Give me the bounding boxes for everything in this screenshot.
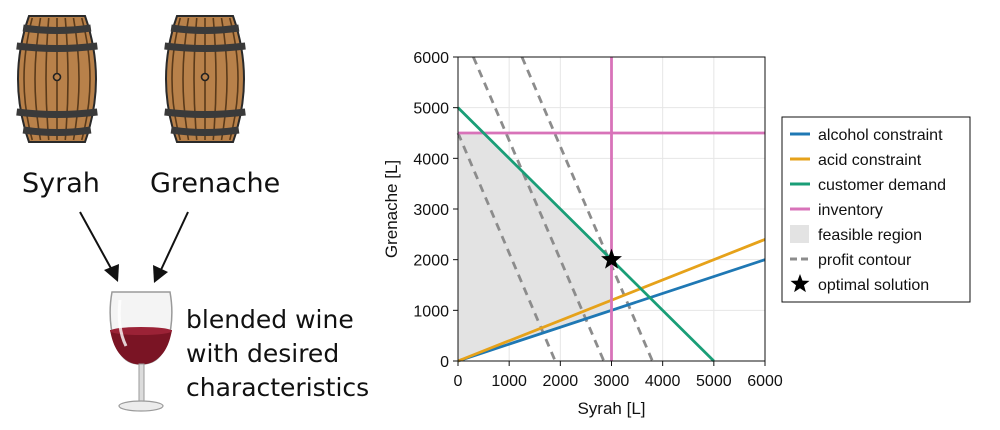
x-axis-label: Syrah [L] — [577, 399, 645, 418]
blending-chart: 0 1000 2000 3000 4000 5000 6000 0 1000 2000 3000 4… — [382, 50, 971, 418]
legend-entry: optimal solution — [790, 274, 929, 294]
legend-label: feasible region — [818, 227, 922, 244]
y-tick-label: 2000 — [413, 253, 449, 270]
wine-glass-icon — [109, 291, 173, 412]
legend-label: customer demand — [818, 177, 946, 194]
optimal-solution-marker — [601, 248, 622, 269]
legend-entry: customer demand — [790, 177, 946, 194]
constraint-lines — [457, 57, 766, 363]
arrow-left-icon — [79, 211, 119, 282]
legend-box — [781, 116, 971, 303]
legend-label: optimal solution — [818, 277, 929, 294]
y-tick-label: 1000 — [413, 303, 449, 320]
x-tick-label: 1000 — [491, 373, 527, 390]
y-axis-label: Grenache [L] — [382, 160, 401, 258]
y-tick-label: 4000 — [413, 151, 449, 168]
arrow-right-icon — [153, 211, 189, 283]
grenache-barrel-icon — [164, 15, 246, 143]
syrah-barrel-icon — [16, 15, 98, 143]
customer-demand-line — [457, 106, 715, 362]
y-axis-ticks: 0 1000 2000 3000 4000 5000 6000 — [413, 50, 458, 371]
legend-label: alcohol constraint — [818, 127, 943, 144]
syrah-label: Syrah — [22, 168, 100, 199]
y-tick-label: 0 — [440, 354, 449, 371]
x-tick-label: 0 — [454, 373, 463, 390]
legend-label: profit contour — [818, 252, 912, 269]
legend-label: inventory — [818, 202, 883, 219]
legend-swatch — [790, 274, 810, 293]
blended-wine-caption: blended wine with desired characteristic… — [186, 303, 369, 405]
legend-label: acid constraint — [818, 152, 922, 169]
blended-wine-caption-line-1: blended wine — [186, 305, 354, 334]
x-tick-label: 2000 — [543, 373, 579, 390]
x-tick-label: 5000 — [696, 373, 732, 390]
legend-entry: feasible region — [790, 225, 922, 244]
x-axis-ticks: 0 1000 2000 3000 4000 5000 6000 — [454, 361, 783, 390]
y-tick-label: 5000 — [413, 101, 449, 118]
optimal-solution-star — [601, 248, 622, 269]
legend-entry: profit contour — [790, 252, 912, 269]
legend-entry: acid constraint — [790, 152, 922, 169]
legend-entry: alcohol constraint — [790, 127, 943, 144]
blended-wine-caption-line-3: characteristics — [186, 373, 370, 402]
y-tick-label: 3000 — [413, 202, 449, 219]
y-tick-label: 6000 — [413, 50, 449, 67]
wine-blending-illustration — [16, 15, 246, 412]
blended-wine-caption-line-2: with desired — [186, 339, 340, 368]
x-tick-label: 6000 — [747, 373, 783, 390]
legend-swatch — [790, 225, 809, 243]
legend: alcohol constraint acid constraint custome… — [781, 116, 971, 303]
feasible-region — [458, 133, 612, 361]
x-tick-label: 4000 — [645, 373, 681, 390]
grenache-label: Grenache — [150, 168, 281, 199]
legend-entry: inventory — [790, 202, 883, 219]
x-tick-label: 3000 — [594, 373, 630, 390]
